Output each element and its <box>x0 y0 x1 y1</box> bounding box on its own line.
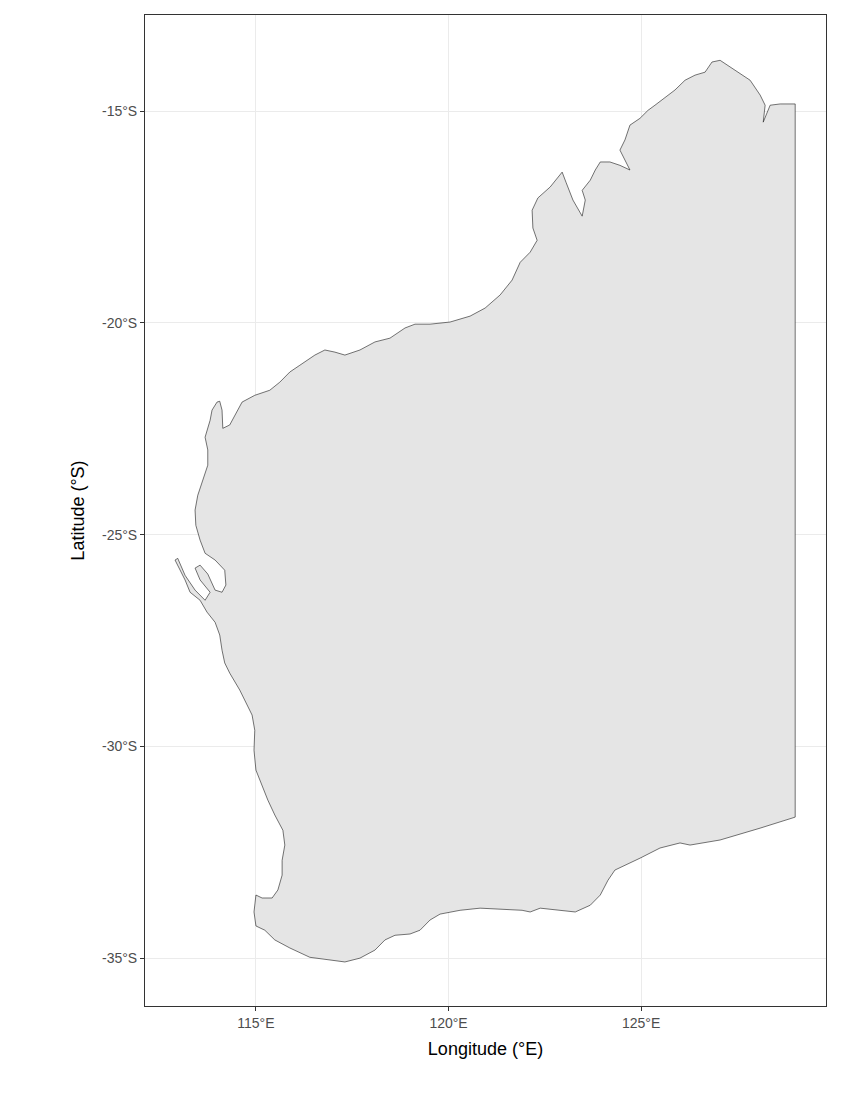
svg-text:Latitude (°S): Latitude (°S) <box>68 460 88 560</box>
svg-text:125°E: 125°E <box>622 1015 660 1031</box>
svg-text:-20°S: -20°S <box>102 315 137 331</box>
svg-text:115°E: 115°E <box>237 1015 274 1031</box>
svg-text:120°E: 120°E <box>429 1015 467 1031</box>
svg-text:-35°S: -35°S <box>102 950 137 966</box>
svg-text:-30°S: -30°S <box>102 738 137 754</box>
svg-text:-25°S: -25°S <box>102 527 137 543</box>
svg-text:-15°S: -15°S <box>102 103 137 119</box>
svg-text:Longitude (°E): Longitude (°E) <box>428 1039 543 1059</box>
